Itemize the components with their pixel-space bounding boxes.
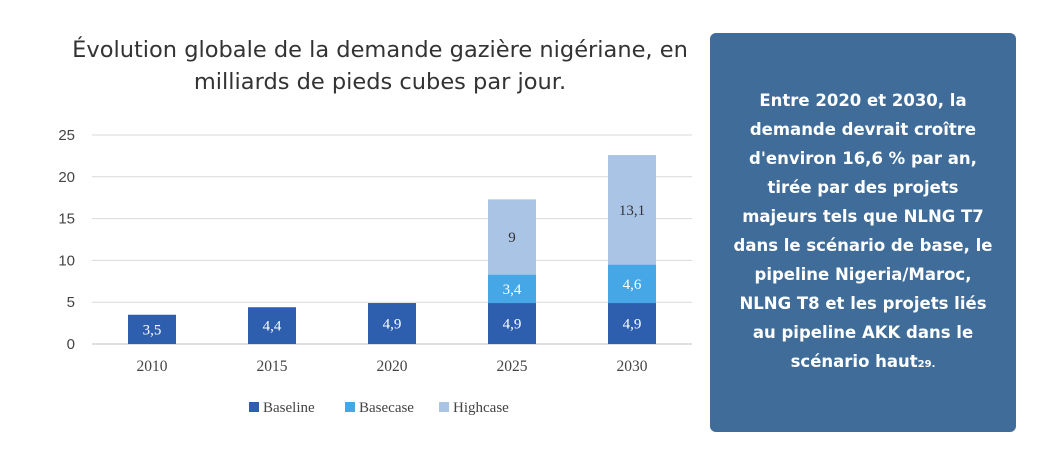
y-tick-label: 10 [58, 252, 75, 269]
data-label: 4,9 [503, 317, 522, 333]
x-axis-ticks: 2010 2015 2020 2025 2030 [137, 358, 648, 375]
x-tick-label: 2020 [377, 358, 408, 375]
bar-basecase-2030 [608, 264, 656, 304]
legend-swatch-baseline [249, 402, 259, 412]
x-tick-label: 2030 [617, 358, 648, 375]
legend: Baseline Basecase Highcase [249, 400, 509, 416]
x-tick-label: 2025 [497, 358, 528, 375]
bar-baseline-2025 [488, 303, 536, 344]
data-label: 4,4 [263, 319, 282, 335]
y-tick-label: 25 [58, 127, 75, 144]
data-label: 4,9 [383, 317, 402, 333]
bar-highcase-2030 [608, 155, 656, 265]
chart-title: Évolution globale de la demande gazière … [72, 37, 688, 95]
info-box: Entre 2020 et 2030, la demande devrait c… [710, 33, 1016, 432]
bar-baseline-2015 [248, 307, 296, 344]
x-tick-label: 2015 [257, 358, 288, 375]
info-text: Entre 2020 et 2030, la demande devrait c… [728, 86, 998, 379]
y-tick-label: 15 [58, 211, 75, 228]
x-tick-label: 2010 [137, 358, 168, 375]
y-tick-label: 0 [67, 336, 75, 353]
bar-baseline-2010 [128, 314, 176, 344]
bar-highcase-2025 [488, 199, 536, 275]
bar-baseline-2020 [368, 303, 416, 344]
y-tick-label: 20 [58, 169, 75, 186]
data-label: 4,9 [623, 317, 642, 333]
bar-basecase-2025 [488, 274, 536, 304]
y-axis-ticks: 0 5 10 15 20 25 [58, 127, 75, 353]
data-label: 9 [508, 230, 516, 246]
data-label: 13,1 [619, 203, 645, 219]
y-tick-label: 5 [67, 294, 75, 311]
data-label: 3,4 [503, 282, 522, 298]
legend-label-baseline: Baseline [263, 400, 315, 416]
legend-swatch-highcase [439, 402, 449, 412]
bar-baseline-2030 [608, 303, 656, 344]
data-label: 3,5 [143, 322, 162, 338]
data-label: 4,6 [623, 277, 642, 293]
legend-swatch-basecase [345, 402, 355, 412]
info-footnote: 29. [917, 359, 936, 370]
info-body: Entre 2020 et 2030, la demande devrait c… [733, 91, 993, 371]
data-labels: 3,5 4,4 4,9 4,9 3,4 9 4,9 4,6 13,1 [143, 203, 646, 339]
legend-label-highcase: Highcase [453, 400, 509, 416]
legend-label-basecase: Basecase [359, 400, 414, 416]
bars [128, 155, 656, 344]
